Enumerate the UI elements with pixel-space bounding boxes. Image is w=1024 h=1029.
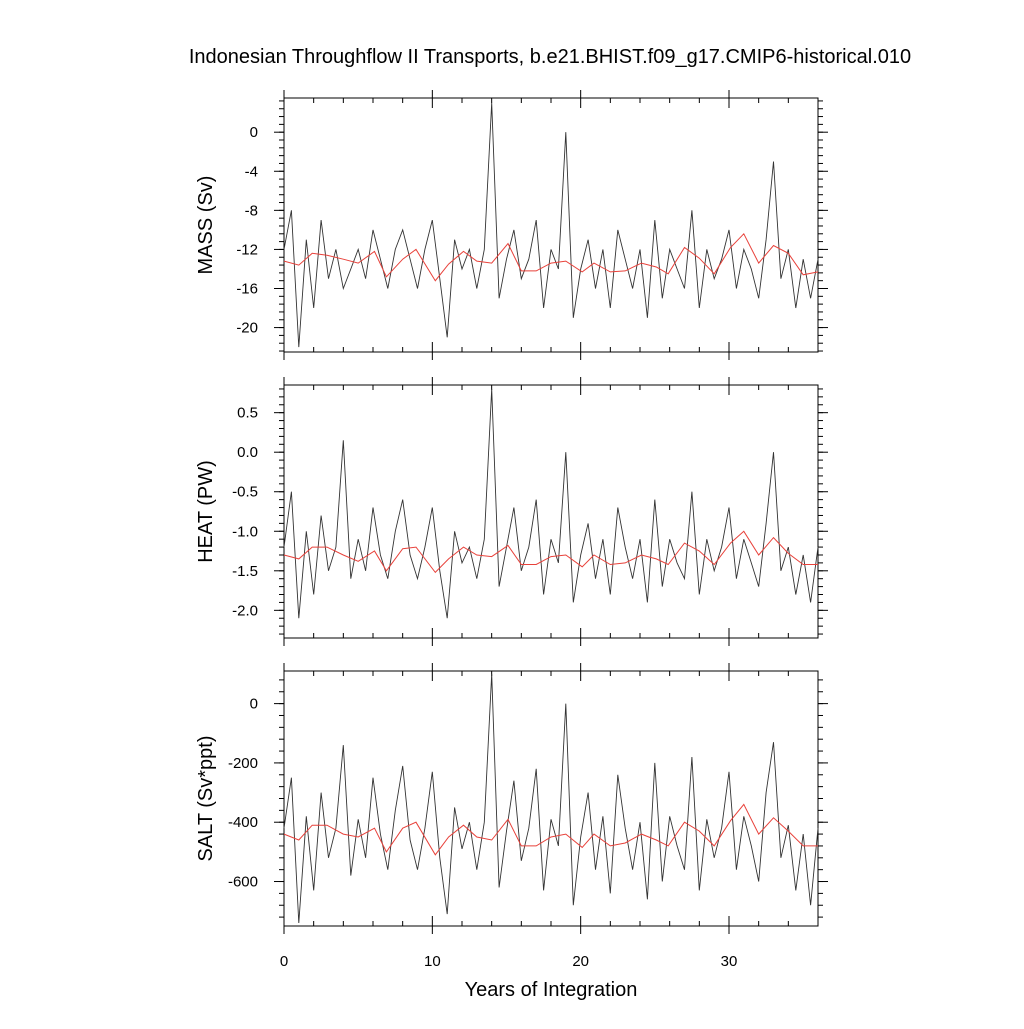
- y-axis-label: HEAT (PW): [195, 460, 217, 563]
- x-tick-label: 0: [280, 953, 288, 970]
- y-tick-label: 0.0: [237, 444, 258, 461]
- y-tick-label: -1.5: [232, 563, 258, 580]
- y-axis-label: MASS (Sv): [195, 176, 217, 275]
- y-tick-label: -8: [245, 202, 258, 219]
- plot-frame: [283, 97, 819, 353]
- y-axis-label: SALT (Sv*ppt): [195, 736, 217, 862]
- y-tick-label: -200: [228, 755, 258, 772]
- y-tick-label: -1.0: [232, 523, 258, 540]
- series-line-annual: [283, 530, 818, 574]
- y-tick-label: -400: [228, 814, 258, 831]
- y-tick-label: 0: [250, 696, 258, 713]
- plot-frame: [283, 384, 819, 639]
- y-tick-label: -0.5: [232, 484, 258, 501]
- series-line-raw: [283, 388, 819, 619]
- y-tick-label: -4: [245, 163, 258, 180]
- y-tick-label: -2.0: [232, 602, 258, 619]
- x-axis-label: Years of Integration: [465, 979, 638, 1001]
- x-tick-label: 10: [424, 953, 441, 970]
- y-tick-label: -600: [228, 874, 258, 891]
- x-tick-label: 30: [721, 953, 738, 970]
- series-line-annual: [283, 803, 818, 856]
- series-line-annual: [283, 232, 819, 282]
- y-tick-label: -20: [236, 320, 258, 337]
- series-line-raw: [283, 673, 819, 924]
- y-tick-label: -16: [236, 281, 258, 298]
- y-tick-label: 0: [250, 124, 258, 141]
- x-tick-label: 20: [572, 953, 589, 970]
- y-tick-label: 0.5: [237, 405, 258, 422]
- series-line-raw: [283, 102, 819, 348]
- chart-title: Indonesian Throughflow II Transports, b.…: [188, 46, 912, 68]
- y-tick-label: -12: [236, 241, 258, 258]
- plot-frame: [283, 670, 819, 927]
